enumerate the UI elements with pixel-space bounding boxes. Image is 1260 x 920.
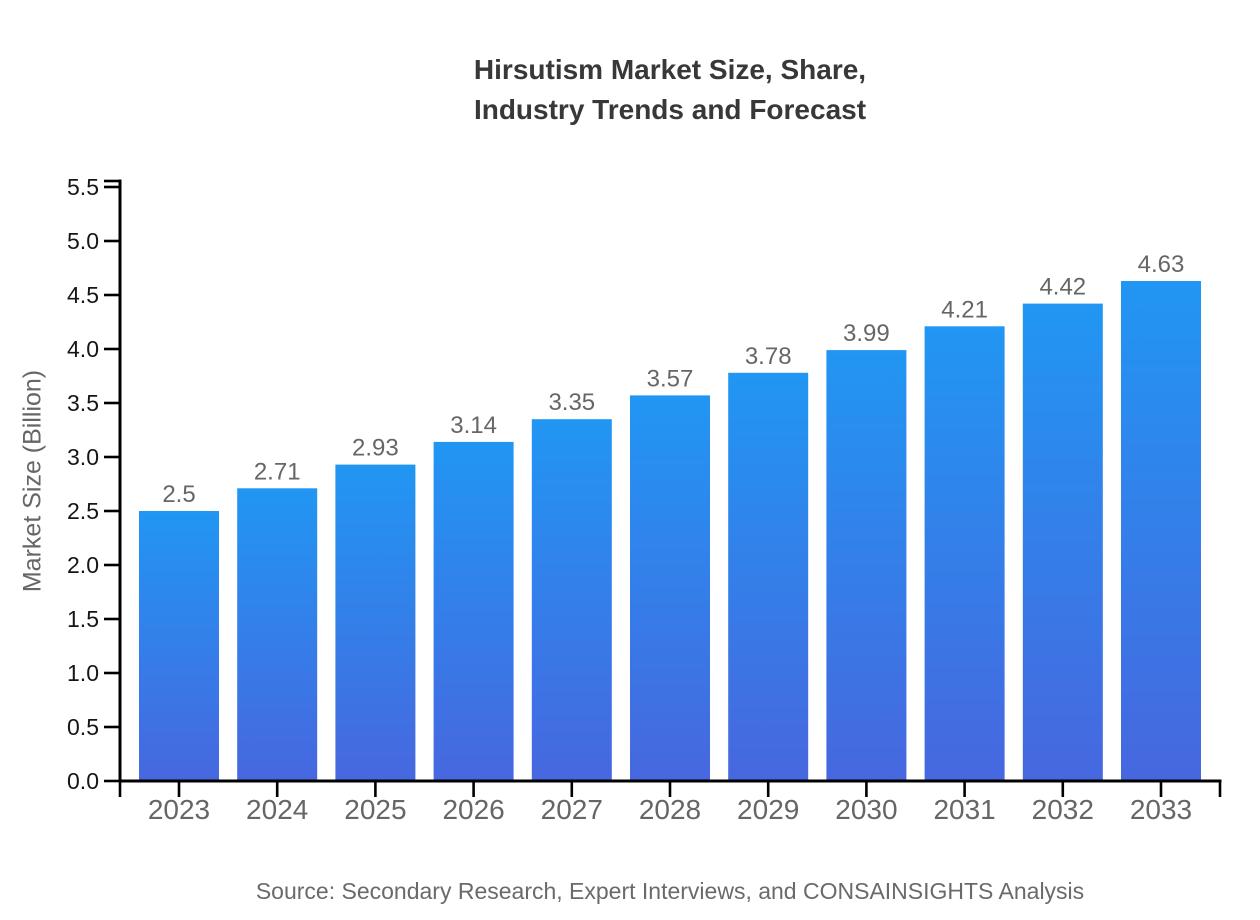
y-tick-label: 0.5 <box>67 714 99 740</box>
y-tick-label: 2.5 <box>67 498 99 524</box>
y-tick-label: 1.0 <box>67 660 99 686</box>
bar-value-label: 2.71 <box>254 458 301 485</box>
x-tick-label: 2025 <box>344 794 406 825</box>
bar-2031 <box>924 326 1005 781</box>
x-tick-label: 2029 <box>737 794 799 825</box>
bar-2024 <box>237 488 318 781</box>
x-tick-label: 2027 <box>541 794 603 825</box>
x-tick-label: 2030 <box>835 794 897 825</box>
bar-2029 <box>728 372 809 781</box>
bar-value-label: 3.35 <box>548 389 595 416</box>
x-tick-label: 2031 <box>933 794 995 825</box>
bar-value-label: 2.5 <box>162 481 195 508</box>
y-tick-label: 3.5 <box>67 390 99 416</box>
bar-value-label: 4.21 <box>941 296 988 323</box>
y-tick-label: 5.5 <box>67 174 99 200</box>
bar-value-label: 3.14 <box>450 412 497 439</box>
bar-2033 <box>1121 281 1201 781</box>
chart-title-line1: Hirsutism Market Size, Share, <box>473 54 867 85</box>
y-tick-label: 4.0 <box>67 336 99 362</box>
y-tick-label: 3.0 <box>67 444 99 470</box>
x-tick-label: 2032 <box>1032 794 1094 825</box>
bar-value-label: 3.99 <box>843 320 890 347</box>
x-tick-label: 2028 <box>639 794 701 825</box>
bar-value-label: 4.63 <box>1138 251 1185 278</box>
y-tick-label: 4.5 <box>67 282 99 308</box>
x-tick-label: 2033 <box>1130 794 1192 825</box>
x-tick-label: 2026 <box>442 794 504 825</box>
bar-value-label: 3.78 <box>745 343 792 370</box>
bar-2027 <box>531 419 612 781</box>
y-tick-label: 2.0 <box>67 552 99 578</box>
chart-title: Hirsutism Market Size, Share, Industry T… <box>120 50 1220 130</box>
x-tick-label: 2023 <box>148 794 210 825</box>
bar-2023 <box>139 511 219 781</box>
bar-2032 <box>1022 303 1103 781</box>
x-tick-label: 2024 <box>246 794 308 825</box>
bar-value-label: 2.93 <box>352 435 399 462</box>
bar-value-label: 4.42 <box>1039 274 1086 301</box>
chart-title-line2: Industry Trends and Forecast <box>473 94 867 125</box>
y-tick-label: 5.0 <box>67 228 99 254</box>
bar-2026 <box>433 441 514 781</box>
bar-value-label: 3.57 <box>647 365 694 392</box>
y-tick-label: 0.0 <box>67 768 99 794</box>
y-tick-label: 1.5 <box>67 606 99 632</box>
source-note: Source: Secondary Research, Expert Inter… <box>255 878 1085 904</box>
bar-2030 <box>826 350 907 781</box>
bar-2028 <box>630 395 710 781</box>
bar-2025 <box>335 464 416 781</box>
